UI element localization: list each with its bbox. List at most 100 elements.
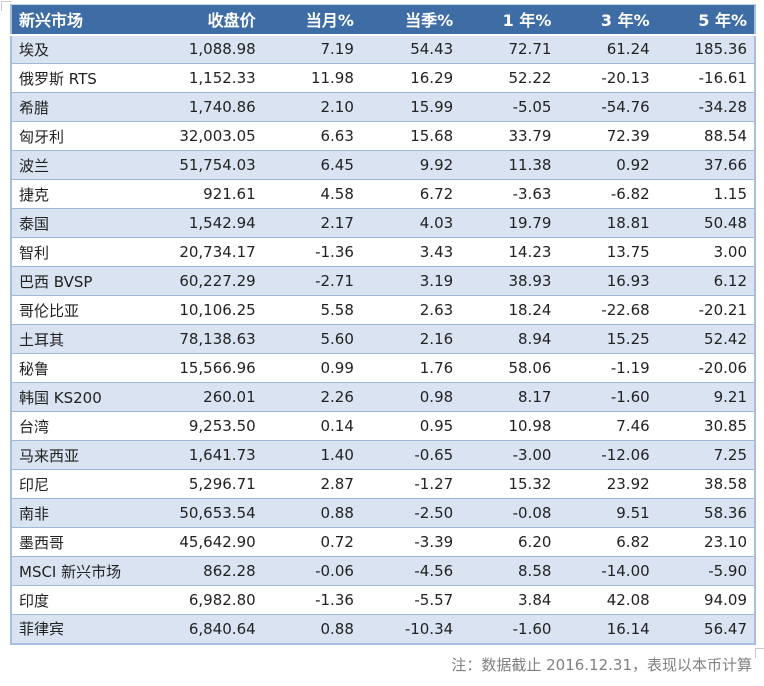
column-header: 5 年%: [656, 4, 755, 36]
value-cell: 9.21: [656, 382, 755, 412]
market-name-cell: 马来西亚: [11, 440, 160, 470]
value-cell: -22.68: [558, 295, 657, 325]
value-cell: 4.58: [262, 179, 361, 209]
value-cell: 3.00: [656, 237, 755, 267]
value-cell: 10.98: [460, 411, 559, 441]
value-cell: -20.06: [656, 353, 755, 383]
market-name-cell: 哥伦比亚: [11, 295, 160, 325]
market-name-cell: 南非: [11, 498, 160, 528]
value-cell: 51,754.03: [159, 150, 263, 180]
column-header: 1 年%: [460, 4, 559, 36]
market-name-cell: 秘鲁: [11, 353, 160, 383]
value-cell: -16.61: [656, 63, 755, 93]
value-cell: -10.34: [360, 614, 461, 644]
footnote: 注：数据截止 2016.12.31，表现以本币计算: [451, 656, 752, 674]
table-row: 南非 50,653.54 0.88 -2.50 -0.08 9.51 58.36: [11, 498, 755, 528]
value-cell: 6,982.80: [159, 585, 263, 615]
value-cell: 45,642.90: [159, 527, 263, 557]
table-row: 菲律宾 6,840.64 0.88 -10.34 -1.60 16.14 56.47: [11, 614, 755, 644]
table-row: 台湾 9,253.50 0.14 0.95 10.98 7.46 30.85: [11, 411, 755, 441]
value-cell: 6.72: [360, 179, 461, 209]
value-cell: 14.23: [460, 237, 559, 267]
value-cell: 23.10: [656, 527, 755, 557]
market-name-cell: 俄罗斯 RTS: [11, 63, 160, 93]
market-name-cell: 匈牙利: [11, 121, 160, 151]
column-header: 当月%: [262, 4, 361, 36]
value-cell: 11.38: [460, 150, 559, 180]
value-cell: 2.26: [262, 382, 361, 412]
value-cell: 6.12: [656, 266, 755, 296]
value-cell: -1.27: [360, 469, 461, 499]
value-cell: 50.48: [656, 208, 755, 238]
table-row: 印度 6,982.80 -1.36 -5.57 3.84 42.08 94.09: [11, 585, 755, 615]
value-cell: 9,253.50: [159, 411, 263, 441]
column-header: 新兴市场: [11, 4, 160, 36]
value-cell: 23.92: [558, 469, 657, 499]
value-cell: 3.19: [360, 266, 461, 296]
value-cell: 921.61: [159, 179, 263, 209]
emerging-markets-table: 新兴市场 收盘价 当月% 当季% 1 年% 3 年% 5 年% 埃及 1,088.98 7.19…: [10, 4, 756, 645]
value-cell: 58.06: [460, 353, 559, 383]
value-cell: -0.08: [460, 498, 559, 528]
value-cell: -54.76: [558, 92, 657, 122]
value-cell: 0.98: [360, 382, 461, 412]
value-cell: 16.14: [558, 614, 657, 644]
market-name-cell: 泰国: [11, 208, 160, 238]
value-cell: 6.63: [262, 121, 361, 151]
value-cell: 52.22: [460, 63, 559, 93]
value-cell: -3.00: [460, 440, 559, 470]
grid-corner-mark-bottom-right: [755, 648, 764, 658]
value-cell: 18.81: [558, 208, 657, 238]
market-name-cell: 波兰: [11, 150, 160, 180]
table-row: 俄罗斯 RTS 1,152.33 11.98 16.29 52.22 -20.13 -16.…: [11, 63, 755, 93]
value-cell: 38.58: [656, 469, 755, 499]
table-row: 希腊 1,740.86 2.10 15.99 -5.05 -54.76 -34.28: [11, 92, 755, 122]
value-cell: 0.95: [360, 411, 461, 441]
value-cell: 5,296.71: [159, 469, 263, 499]
value-cell: -14.00: [558, 556, 657, 586]
value-cell: 72.39: [558, 121, 657, 151]
column-header: 3 年%: [558, 4, 657, 36]
value-cell: -2.71: [262, 266, 361, 296]
value-cell: 2.87: [262, 469, 361, 499]
value-cell: 72.71: [460, 34, 559, 64]
value-cell: -0.65: [360, 440, 461, 470]
value-cell: 78,138.63: [159, 324, 263, 354]
value-cell: 61.24: [558, 34, 657, 64]
value-cell: 260.01: [159, 382, 263, 412]
value-cell: 0.14: [262, 411, 361, 441]
table-row: 泰国 1,542.94 2.17 4.03 19.79 18.81 50.48: [11, 208, 755, 238]
value-cell: 7.46: [558, 411, 657, 441]
value-cell: 37.66: [656, 150, 755, 180]
table-row: 印尼 5,296.71 2.87 -1.27 15.32 23.92 38.58: [11, 469, 755, 499]
value-cell: 2.16: [360, 324, 461, 354]
value-cell: 5.60: [262, 324, 361, 354]
value-cell: 6,840.64: [159, 614, 263, 644]
value-cell: 0.88: [262, 614, 361, 644]
value-cell: -3.39: [360, 527, 461, 557]
column-header: 收盘价: [159, 4, 263, 36]
market-name-cell: 墨西哥: [11, 527, 160, 557]
table-row: 土耳其 78,138.63 5.60 2.16 8.94 15.25 52.42: [11, 324, 755, 354]
value-cell: 10,106.25: [159, 295, 263, 325]
value-cell: 15.25: [558, 324, 657, 354]
grid-corner-mark-top-left: [1, 1, 11, 11]
market-name-cell: 台湾: [11, 411, 160, 441]
table-row: MSCI 新兴市场 862.28 -0.06 -4.56 8.58 -14.00 -5.90: [11, 556, 755, 586]
value-cell: 18.24: [460, 295, 559, 325]
value-cell: 185.36: [656, 34, 755, 64]
table-header-row: 新兴市场 收盘价 当月% 当季% 1 年% 3 年% 5 年%: [11, 4, 755, 36]
value-cell: 20,734.17: [159, 237, 263, 267]
value-cell: 8.94: [460, 324, 559, 354]
value-cell: 862.28: [159, 556, 263, 586]
table-row: 哥伦比亚 10,106.25 5.58 2.63 18.24 -22.68 -20.21: [11, 295, 755, 325]
value-cell: 56.47: [656, 614, 755, 644]
market-name-cell: 巴西 BVSP: [11, 266, 160, 296]
value-cell: 8.17: [460, 382, 559, 412]
value-cell: 60,227.29: [159, 266, 263, 296]
value-cell: -1.60: [460, 614, 559, 644]
value-cell: 4.03: [360, 208, 461, 238]
value-cell: 3.84: [460, 585, 559, 615]
value-cell: 0.88: [262, 498, 361, 528]
value-cell: 15.32: [460, 469, 559, 499]
